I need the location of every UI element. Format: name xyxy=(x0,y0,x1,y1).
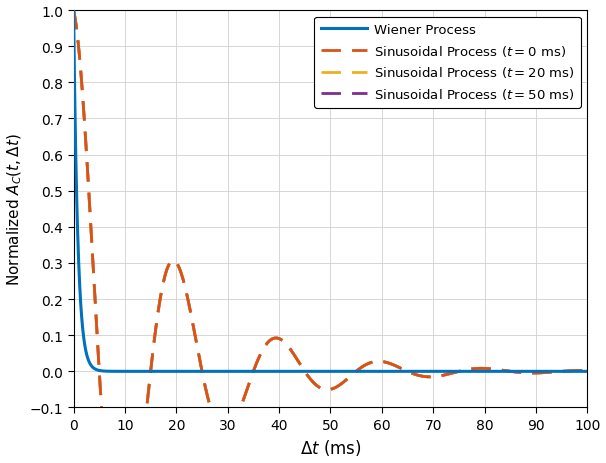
Sinusoidal Process ($t = 20$ ms) xyxy=(266,338,273,344)
Sinusoidal Process ($t = 50$ ms) xyxy=(70,8,77,14)
Wiener Process xyxy=(70,8,77,14)
Sinusoidal Process ($t = 0$ ms) xyxy=(70,8,77,14)
Sinusoidal Process ($t = 0$ ms) xyxy=(584,368,591,374)
Sinusoidal Process ($t = 0$ ms) xyxy=(266,338,273,344)
Sinusoidal Process ($t = 20$ ms) xyxy=(164,267,171,272)
Line: Sinusoidal Process ($t = 0$ ms): Sinusoidal Process ($t = 0$ ms) xyxy=(73,11,587,463)
X-axis label: $\Delta t$ (ms): $\Delta t$ (ms) xyxy=(299,438,361,457)
Sinusoidal Process ($t = 50$ ms) xyxy=(404,369,411,375)
Sinusoidal Process ($t = 20$ ms) xyxy=(70,8,77,14)
Sinusoidal Process ($t = 0$ ms) xyxy=(378,359,385,364)
Wiener Process xyxy=(453,369,461,374)
Sinusoidal Process ($t = 50$ ms) xyxy=(492,367,499,372)
Sinusoidal Process ($t = 20$ ms) xyxy=(492,367,499,372)
Sinusoidal Process ($t = 20$ ms) xyxy=(453,369,461,375)
Wiener Process xyxy=(404,369,411,374)
Wiener Process xyxy=(266,369,273,374)
Sinusoidal Process ($t = 0$ ms) xyxy=(492,367,499,372)
Sinusoidal Process ($t = 0$ ms) xyxy=(164,267,171,272)
Sinusoidal Process ($t = 20$ ms) xyxy=(378,359,385,364)
Legend: Wiener Process, Sinusoidal Process ($t = 0$ ms), Sinusoidal Process ($t = 20$ ms: Wiener Process, Sinusoidal Process ($t =… xyxy=(314,18,581,108)
Sinusoidal Process ($t = 20$ ms) xyxy=(584,368,591,374)
Wiener Process xyxy=(492,369,499,374)
Line: Sinusoidal Process ($t = 20$ ms): Sinusoidal Process ($t = 20$ ms) xyxy=(73,11,587,463)
Sinusoidal Process ($t = 50$ ms) xyxy=(378,359,385,364)
Sinusoidal Process ($t = 0$ ms) xyxy=(404,369,411,375)
Sinusoidal Process ($t = 50$ ms) xyxy=(584,368,591,374)
Sinusoidal Process ($t = 50$ ms) xyxy=(266,338,273,344)
Wiener Process xyxy=(163,369,170,374)
Sinusoidal Process ($t = 0$ ms) xyxy=(453,369,461,375)
Sinusoidal Process ($t = 50$ ms) xyxy=(164,267,171,272)
Line: Wiener Process: Wiener Process xyxy=(73,11,587,371)
Wiener Process xyxy=(378,369,385,374)
Line: Sinusoidal Process ($t = 50$ ms): Sinusoidal Process ($t = 50$ ms) xyxy=(73,11,587,463)
Sinusoidal Process ($t = 20$ ms) xyxy=(404,369,411,375)
Wiener Process xyxy=(584,369,591,374)
Sinusoidal Process ($t = 50$ ms) xyxy=(453,369,461,375)
Y-axis label: Normalized $A_C(t, \Delta t)$: Normalized $A_C(t, \Delta t)$ xyxy=(5,133,24,286)
